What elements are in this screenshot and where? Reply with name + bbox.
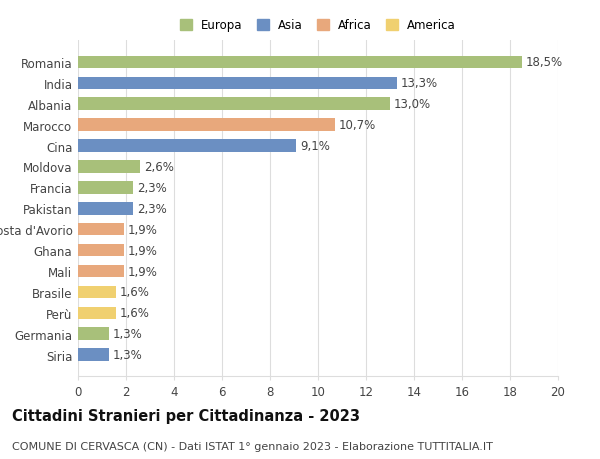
Text: 1,3%: 1,3% <box>113 348 143 361</box>
Bar <box>78 224 124 236</box>
Bar <box>78 328 109 340</box>
Bar <box>78 78 397 90</box>
Text: 2,6%: 2,6% <box>144 161 174 174</box>
Bar <box>78 307 116 319</box>
Bar <box>78 202 133 215</box>
Bar <box>78 265 124 278</box>
Bar <box>78 98 390 111</box>
Text: COMUNE DI CERVASCA (CN) - Dati ISTAT 1° gennaio 2023 - Elaborazione TUTTITALIA.I: COMUNE DI CERVASCA (CN) - Dati ISTAT 1° … <box>12 441 493 451</box>
Text: 1,9%: 1,9% <box>127 223 157 236</box>
Bar <box>78 244 124 257</box>
Text: 1,9%: 1,9% <box>127 244 157 257</box>
Text: 1,6%: 1,6% <box>120 286 150 299</box>
Text: 1,6%: 1,6% <box>120 307 150 319</box>
Text: 13,0%: 13,0% <box>394 98 431 111</box>
Text: 13,3%: 13,3% <box>401 77 438 90</box>
Bar <box>78 349 109 361</box>
Text: 9,1%: 9,1% <box>300 140 330 153</box>
Bar <box>78 56 522 69</box>
Bar <box>78 140 296 152</box>
Text: 2,3%: 2,3% <box>137 181 167 195</box>
Text: 1,3%: 1,3% <box>113 328 143 341</box>
Text: 1,9%: 1,9% <box>127 265 157 278</box>
Legend: Europa, Asia, Africa, America: Europa, Asia, Africa, America <box>178 17 458 35</box>
Text: Cittadini Stranieri per Cittadinanza - 2023: Cittadini Stranieri per Cittadinanza - 2… <box>12 409 360 424</box>
Text: 2,3%: 2,3% <box>137 202 167 215</box>
Text: 18,5%: 18,5% <box>526 56 563 69</box>
Bar <box>78 286 116 298</box>
Bar <box>78 182 133 194</box>
Bar <box>78 161 140 174</box>
Bar <box>78 119 335 132</box>
Text: 10,7%: 10,7% <box>338 119 376 132</box>
